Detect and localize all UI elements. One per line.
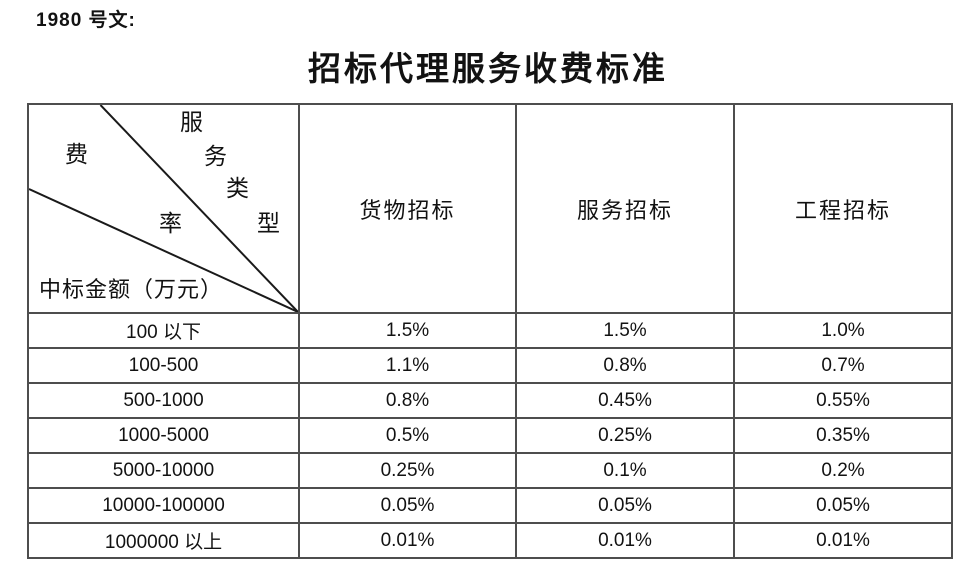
services-rate-cell: 1.5% bbox=[515, 312, 735, 349]
works-rate-cell: 0.01% bbox=[733, 522, 953, 559]
fee-rate-label-char: 费 bbox=[65, 142, 88, 167]
bid-amount-cell: 500-1000 bbox=[27, 382, 300, 419]
works-rate-cell: 0.05% bbox=[733, 487, 953, 524]
diagonal-header-cell: 费 率 服 务 类 型 中标金额（万元） bbox=[27, 103, 300, 314]
doc-ref-label: 1980 号文: bbox=[36, 10, 136, 31]
column-header-works: 工程招标 bbox=[733, 103, 953, 314]
header-row: 费 率 服 务 类 型 中标金额（万元） 货物招标 服务招标 工程招标 bbox=[27, 103, 953, 314]
table-row: 5000-10000 0.25% 0.1% 0.2% bbox=[27, 452, 953, 489]
bid-amount-cell: 1000-5000 bbox=[27, 417, 300, 454]
fee-table: 费 率 服 务 类 型 中标金额（万元） 货物招标 服务招标 工程招标 100 … bbox=[27, 103, 953, 559]
service-type-label-char: 务 bbox=[204, 144, 227, 169]
service-type-label-char: 型 bbox=[257, 211, 280, 236]
diagonal-split-lines bbox=[30, 106, 297, 311]
service-type-label-char: 服 bbox=[180, 110, 203, 135]
table-row: 1000-5000 0.5% 0.25% 0.35% bbox=[27, 417, 953, 454]
fee-rate-label-char: 率 bbox=[159, 211, 182, 236]
services-rate-cell: 0.45% bbox=[515, 382, 735, 419]
goods-rate-cell: 1.5% bbox=[298, 312, 517, 349]
goods-rate-cell: 0.25% bbox=[298, 452, 517, 489]
service-type-label-char: 类 bbox=[226, 176, 249, 201]
bid-amount-cell: 10000-100000 bbox=[27, 487, 300, 524]
bid-amount-cell: 5000-10000 bbox=[27, 452, 300, 489]
goods-rate-cell: 0.8% bbox=[298, 382, 517, 419]
services-rate-cell: 0.05% bbox=[515, 487, 735, 524]
works-rate-cell: 0.55% bbox=[733, 382, 953, 419]
table-row: 100-500 1.1% 0.8% 0.7% bbox=[27, 347, 953, 384]
column-header-services: 服务招标 bbox=[515, 103, 735, 314]
services-rate-cell: 0.8% bbox=[515, 347, 735, 384]
goods-rate-cell: 0.05% bbox=[298, 487, 517, 524]
bid-amount-axis-label: 中标金额（万元） bbox=[39, 277, 224, 302]
goods-rate-cell: 0.01% bbox=[298, 522, 517, 559]
services-rate-cell: 0.25% bbox=[515, 417, 735, 454]
works-rate-cell: 0.7% bbox=[733, 347, 953, 384]
bid-amount-cell: 100 以下 bbox=[27, 312, 300, 349]
works-rate-cell: 0.35% bbox=[733, 417, 953, 454]
page-title: 招标代理服务收费标准 bbox=[308, 52, 668, 88]
works-rate-cell: 0.2% bbox=[733, 452, 953, 489]
bid-amount-cell: 100-500 bbox=[27, 347, 300, 384]
goods-rate-cell: 1.1% bbox=[298, 347, 517, 384]
services-rate-cell: 0.01% bbox=[515, 522, 735, 559]
table-row: 100 以下 1.5% 1.5% 1.0% bbox=[27, 312, 953, 349]
goods-rate-cell: 0.5% bbox=[298, 417, 517, 454]
column-header-goods: 货物招标 bbox=[298, 103, 517, 314]
table-row: 500-1000 0.8% 0.45% 0.55% bbox=[27, 382, 953, 419]
services-rate-cell: 0.1% bbox=[515, 452, 735, 489]
bid-amount-cell: 1000000 以上 bbox=[27, 522, 300, 559]
table-row: 10000-100000 0.05% 0.05% 0.05% bbox=[27, 487, 953, 524]
works-rate-cell: 1.0% bbox=[733, 312, 953, 349]
table-row: 1000000 以上 0.01% 0.01% 0.01% bbox=[27, 522, 953, 559]
